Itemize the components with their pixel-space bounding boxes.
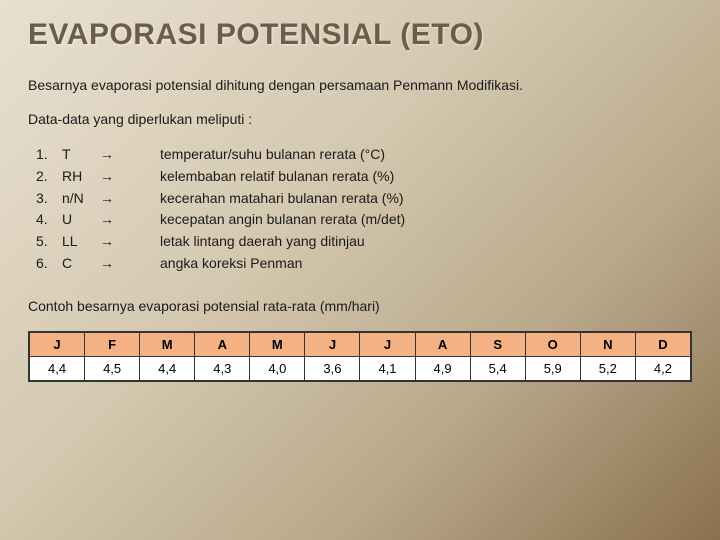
- list-item: 4. U → kecepatan angin bulanan rerata (m…: [36, 209, 692, 231]
- arrow-icon: →: [100, 144, 160, 166]
- item-description: kecerahan matahari bulanan rerata (%): [160, 188, 692, 210]
- arrow-icon: →: [100, 209, 160, 231]
- data-table: J F M A M J J A S O N D 4,4 4,5: [28, 331, 692, 382]
- table-header: A: [195, 332, 250, 356]
- table-header: D: [635, 332, 690, 356]
- table-header: F: [85, 332, 140, 356]
- item-symbol: LL: [62, 231, 100, 253]
- arrow-icon: →: [100, 253, 160, 275]
- table-cell: 3,6: [305, 356, 360, 380]
- table-header: O: [525, 332, 580, 356]
- arrow-icon: →: [100, 166, 160, 188]
- item-number: 5.: [36, 231, 62, 253]
- table-cell: 4,0: [250, 356, 305, 380]
- item-number: 6.: [36, 253, 62, 275]
- item-symbol: C: [62, 253, 100, 275]
- table-header: J: [30, 332, 85, 356]
- table-cell: 5,4: [470, 356, 525, 380]
- item-number: 2.: [36, 166, 62, 188]
- item-description: angka koreksi Penman: [160, 253, 692, 275]
- parameter-list: 1. T → temperatur/suhu bulanan rerata (°…: [36, 144, 692, 274]
- table-cell: 4,4: [30, 356, 85, 380]
- table-cell: 4,3: [195, 356, 250, 380]
- item-symbol: RH: [62, 166, 100, 188]
- table-header: N: [580, 332, 635, 356]
- table-cell: 4,5: [85, 356, 140, 380]
- table-cell: 5,9: [525, 356, 580, 380]
- table-row: 4,4 4,5 4,4 4,3 4,0 3,6 4,1 4,9 5,4 5,9 …: [30, 356, 691, 380]
- table-header-row: J F M A M J J A S O N D: [30, 332, 691, 356]
- table-header: J: [360, 332, 415, 356]
- item-description: kecepatan angin bulanan rerata (m/det): [160, 209, 692, 231]
- table-cell: 4,1: [360, 356, 415, 380]
- table-cell: 4,9: [415, 356, 470, 380]
- item-description: kelembaban relatif bulanan rerata (%): [160, 166, 692, 188]
- item-symbol: T: [62, 144, 100, 166]
- list-item: 6. C → angka koreksi Penman: [36, 253, 692, 275]
- list-item: 2. RH → kelembaban relatif bulanan rerat…: [36, 166, 692, 188]
- intro-paragraph: Besarnya evaporasi potensial dihitung de…: [28, 76, 692, 94]
- item-number: 4.: [36, 209, 62, 231]
- list-item: 1. T → temperatur/suhu bulanan rerata (°…: [36, 144, 692, 166]
- table-header: M: [250, 332, 305, 356]
- item-symbol: U: [62, 209, 100, 231]
- slide-title: EVAPORASI POTENSIAL (ETO): [28, 18, 692, 52]
- arrow-icon: →: [100, 231, 160, 253]
- list-intro: Data-data yang diperlukan meliputi :: [28, 110, 692, 128]
- table-cell: 4,2: [635, 356, 690, 380]
- item-description: letak lintang daerah yang ditinjau: [160, 231, 692, 253]
- arrow-icon: →: [100, 188, 160, 210]
- item-number: 3.: [36, 188, 62, 210]
- table-header: J: [305, 332, 360, 356]
- table-header: A: [415, 332, 470, 356]
- table-header: M: [140, 332, 195, 356]
- table-cell: 5,2: [580, 356, 635, 380]
- item-description: temperatur/suhu bulanan rerata (°C): [160, 144, 692, 166]
- table-header: S: [470, 332, 525, 356]
- item-symbol: n/N: [62, 188, 100, 210]
- item-number: 1.: [36, 144, 62, 166]
- list-item: 5. LL → letak lintang daerah yang ditinj…: [36, 231, 692, 253]
- list-item: 3. n/N → kecerahan matahari bulanan rera…: [36, 188, 692, 210]
- table-cell: 4,4: [140, 356, 195, 380]
- table-caption: Contoh besarnya evaporasi potensial rata…: [28, 297, 692, 315]
